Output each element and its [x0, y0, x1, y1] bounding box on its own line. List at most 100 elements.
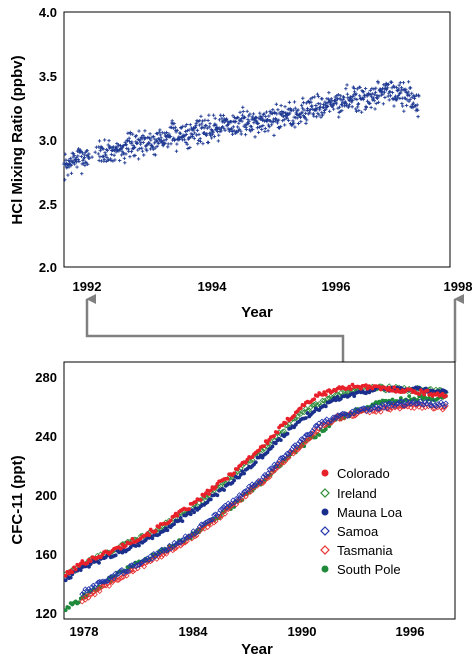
data-point — [384, 88, 389, 92]
data-point — [364, 383, 368, 388]
data-point — [372, 87, 376, 91]
data-point — [382, 90, 387, 94]
data-point — [266, 129, 270, 133]
data-point — [273, 110, 277, 114]
data-point — [102, 138, 107, 142]
data-point — [85, 561, 90, 565]
data-point — [175, 513, 180, 518]
data-point — [200, 119, 205, 123]
data-point — [232, 129, 236, 133]
data-point — [322, 422, 329, 429]
data-point — [283, 421, 288, 425]
data-point — [298, 436, 305, 443]
legend-marker — [321, 565, 329, 573]
data-point — [87, 564, 91, 569]
data-point — [385, 86, 390, 90]
data-point — [331, 414, 338, 421]
data-point — [438, 399, 445, 406]
data-point — [119, 574, 125, 581]
data-point — [208, 121, 212, 126]
data-point — [215, 493, 220, 498]
data-point — [250, 455, 255, 459]
data-point — [404, 103, 409, 108]
data-point — [192, 131, 197, 135]
data-point — [130, 140, 134, 144]
data-point — [265, 475, 271, 481]
data-point — [220, 504, 227, 510]
data-point — [384, 405, 391, 411]
data-point — [250, 127, 255, 132]
data-point — [318, 105, 323, 109]
data-point — [392, 403, 398, 410]
data-point — [262, 112, 266, 116]
data-point — [250, 115, 254, 119]
data-point — [392, 104, 396, 108]
data-point — [298, 115, 303, 120]
data-point — [129, 149, 134, 154]
data-point — [336, 93, 341, 97]
data-point — [259, 447, 266, 454]
data-point — [205, 132, 209, 136]
data-point — [224, 117, 229, 121]
data-point — [415, 108, 420, 112]
x-tick-label: 1992 — [73, 279, 102, 294]
data-point — [214, 123, 218, 127]
data-point — [329, 97, 333, 101]
data-point — [397, 83, 401, 87]
data-point — [408, 97, 412, 102]
data-point — [88, 559, 93, 563]
data-point — [179, 537, 186, 544]
data-point — [314, 115, 319, 119]
data-point — [299, 103, 304, 108]
data-point — [153, 153, 158, 157]
data-point — [63, 152, 67, 156]
data-point — [263, 472, 270, 479]
data-point — [377, 384, 382, 389]
y-tick-label: 3.5 — [39, 69, 57, 84]
data-point — [209, 516, 216, 523]
data-point — [374, 406, 381, 412]
data-point — [305, 118, 309, 122]
data-point — [275, 121, 280, 125]
data-point — [281, 114, 286, 118]
data-point — [323, 404, 328, 409]
data-point — [190, 528, 197, 535]
data-point — [325, 104, 330, 108]
data-point — [372, 93, 377, 97]
data-point — [188, 512, 193, 517]
data-point — [183, 129, 188, 134]
data-point — [121, 143, 126, 148]
data-point — [366, 407, 373, 413]
data-point — [133, 153, 137, 158]
data-point — [355, 87, 359, 91]
data-point — [136, 148, 140, 152]
data-point — [407, 99, 411, 103]
data-point — [169, 125, 174, 130]
data-point — [192, 530, 198, 537]
data-point — [173, 541, 179, 548]
data-point — [168, 134, 173, 139]
data-point — [292, 413, 296, 418]
data-point — [378, 87, 383, 91]
data-point — [82, 155, 87, 160]
data-point — [291, 119, 295, 123]
data-point — [320, 113, 325, 117]
data-point — [165, 528, 170, 533]
data-point — [213, 116, 217, 120]
data-point — [222, 120, 226, 124]
data-point — [217, 133, 221, 137]
data-point — [286, 107, 290, 111]
data-point — [69, 171, 74, 176]
y-tick-label: 2.5 — [39, 197, 57, 212]
data-point — [134, 133, 138, 138]
data-point — [225, 476, 230, 481]
y-tick-label: 2.0 — [39, 260, 57, 275]
data-point — [141, 133, 145, 138]
data-point — [354, 92, 358, 96]
data-point — [293, 125, 297, 129]
data-point — [155, 550, 162, 557]
data-point — [109, 579, 116, 586]
data-point — [380, 89, 384, 94]
data-point — [304, 121, 308, 126]
data-point — [387, 98, 391, 102]
